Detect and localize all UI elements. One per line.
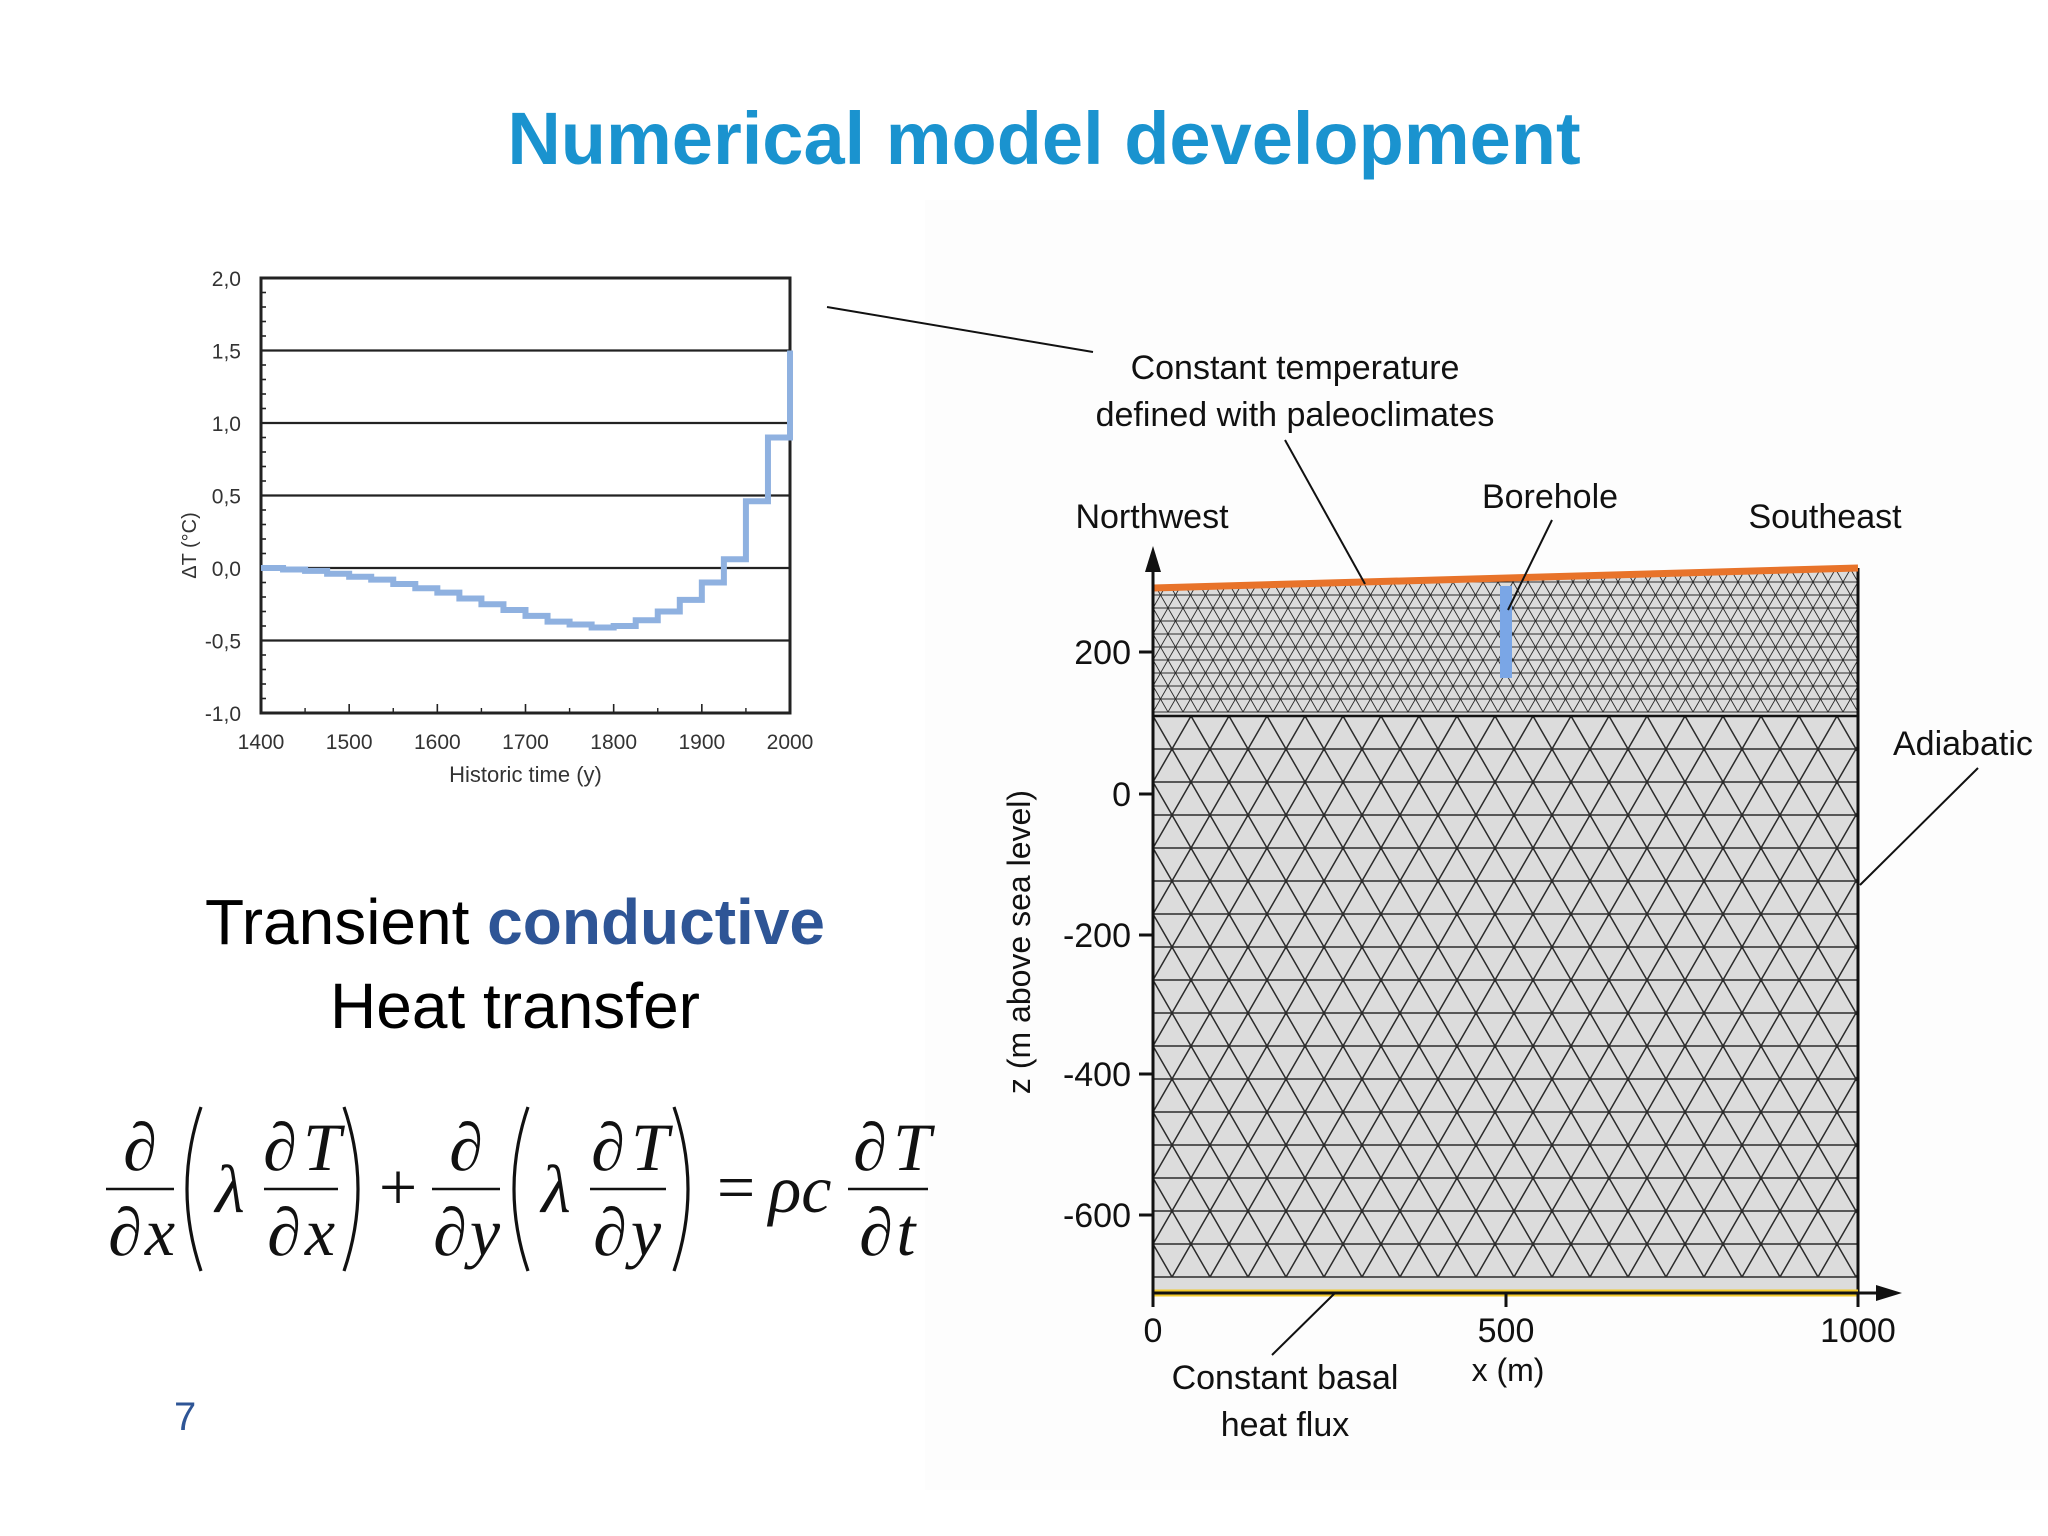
eq-partial-n4: ∂ bbox=[591, 1109, 625, 1185]
chart-x-axis-label: Historic time (y) bbox=[449, 762, 602, 787]
x-tick-label: 1000 bbox=[1820, 1312, 1896, 1350]
leader-adiabatic bbox=[1859, 767, 1979, 886]
chart-y-tick-label: 2,0 bbox=[212, 268, 241, 291]
chart-x-tick-label: 1700 bbox=[502, 731, 549, 754]
eq-var-y2: y bbox=[625, 1194, 662, 1270]
eq-paren-open-1 bbox=[185, 1106, 203, 1272]
label-constant-temperature-line1: Constant temperature bbox=[1131, 349, 1460, 387]
chart-y-tick-label: 0,0 bbox=[212, 558, 241, 581]
leader-borehole bbox=[1507, 519, 1553, 611]
z-axis-arrow bbox=[1145, 546, 1161, 572]
label-borehole: Borehole bbox=[1482, 478, 1618, 516]
eq-var-x1: x bbox=[144, 1194, 175, 1270]
heat-equation: ∂∂ xλ∂ T∂ x+∂∂ yλ∂ T∂ y= ρc∂ T∂ t bbox=[106, 1106, 935, 1272]
chart-x-tick-label: 1400 bbox=[238, 731, 285, 754]
label-southeast: Southeast bbox=[1748, 498, 1902, 536]
eq-var-t: t bbox=[897, 1194, 918, 1270]
eq-partial-n5: ∂ bbox=[853, 1109, 887, 1185]
chart-x-tick-label: 1800 bbox=[590, 731, 637, 754]
chart-y-tick-label: -1,0 bbox=[205, 703, 241, 726]
eq-partial-n3: ∂ bbox=[449, 1109, 483, 1185]
z-tick-label: -600 bbox=[1063, 1197, 1131, 1235]
eq-partial-d5: ∂ bbox=[859, 1194, 893, 1270]
label-basal-line2: heat flux bbox=[1221, 1406, 1350, 1444]
eq-partial-n2: ∂ bbox=[263, 1109, 297, 1185]
chart-x-tick-label: 1500 bbox=[326, 731, 373, 754]
eq-paren-open-2 bbox=[512, 1106, 530, 1272]
chart-y-tick-label: 0,5 bbox=[212, 486, 241, 509]
z-tick-label: 0 bbox=[1112, 776, 1131, 814]
chart-series-line bbox=[261, 350, 793, 631]
paleoclimate-chart: 2,0 1,5 1,0 0,5 0,0 -0,5 -1,0 1400 1500 1600 1700 1… bbox=[179, 268, 813, 787]
model-mesh-figure: 200 0 -200 -400 -600 0 500 1000 z (m above sea l… bbox=[826, 200, 2048, 1490]
eq-partial-d3: ∂ bbox=[433, 1194, 467, 1270]
eq-lambda-1: λ bbox=[213, 1151, 244, 1227]
x-tick-label: 0 bbox=[1144, 1312, 1163, 1350]
borehole bbox=[1500, 585, 1512, 678]
z-tick-label: 200 bbox=[1074, 634, 1131, 672]
x-tick-label: 500 bbox=[1478, 1312, 1535, 1350]
slide-heading: Transient conductive Heat transfer bbox=[95, 880, 935, 1048]
eq-plus: + bbox=[379, 1149, 417, 1225]
chart-x-tick-label: 1600 bbox=[414, 731, 461, 754]
label-adiabatic: Adiabatic bbox=[1893, 725, 2033, 763]
heading-prefix: Transient bbox=[204, 886, 488, 958]
eq-paren-close-1 bbox=[342, 1106, 360, 1272]
eq-equals: = bbox=[717, 1149, 755, 1225]
chart-x-tick-label: 2000 bbox=[767, 731, 814, 754]
label-basal-line1: Constant basal bbox=[1172, 1359, 1399, 1397]
slide-title: Numerical model development bbox=[507, 97, 1581, 180]
heading-accent: conductive bbox=[487, 886, 826, 958]
eq-partial-d4: ∂ bbox=[593, 1194, 627, 1270]
eq-rho-c: ρc bbox=[767, 1151, 832, 1227]
eq-var-T3: T bbox=[893, 1109, 935, 1185]
z-axis-label: z (m above sea level) bbox=[1001, 790, 1037, 1094]
z-tick-label: -200 bbox=[1063, 917, 1131, 955]
heading-line-1: Transient conductive bbox=[95, 880, 935, 964]
eq-var-x2: x bbox=[304, 1194, 335, 1270]
top-boundary bbox=[1152, 564, 1859, 592]
eq-partial-d1: ∂ bbox=[108, 1194, 142, 1270]
eq-partial-d2: ∂ bbox=[267, 1194, 301, 1270]
chart-x-tick-label: 1900 bbox=[678, 731, 725, 754]
z-tick-label: -400 bbox=[1063, 1056, 1131, 1094]
chart-y-tick-label: 1,5 bbox=[212, 341, 241, 364]
leader-constant-temperature bbox=[1284, 439, 1366, 585]
heading-line-2: Heat transfer bbox=[330, 970, 700, 1042]
leader-basal-flux bbox=[1271, 1292, 1336, 1356]
page-number: 7 bbox=[174, 1395, 197, 1439]
chart-y-tick-label: 1,0 bbox=[212, 413, 241, 436]
eq-paren-close-2 bbox=[672, 1106, 690, 1272]
label-northwest: Northwest bbox=[1075, 498, 1229, 536]
eq-var-y1: y bbox=[464, 1194, 501, 1270]
label-constant-temperature-line2: defined with paleoclimates bbox=[1096, 396, 1495, 434]
eq-var-T2: T bbox=[631, 1109, 673, 1185]
chart-y-tick-label: -0,5 bbox=[205, 631, 241, 654]
eq-var-T1: T bbox=[303, 1109, 345, 1185]
x-axis-arrow bbox=[1876, 1285, 1902, 1301]
leader-chart-to-label bbox=[826, 306, 1094, 353]
eq-lambda-2: λ bbox=[539, 1151, 570, 1227]
eq-partial-numerator-1: ∂ bbox=[123, 1109, 157, 1185]
x-axis-label: x (m) bbox=[1472, 1352, 1545, 1388]
chart-y-axis-label: ΔT (°C) bbox=[179, 512, 201, 579]
